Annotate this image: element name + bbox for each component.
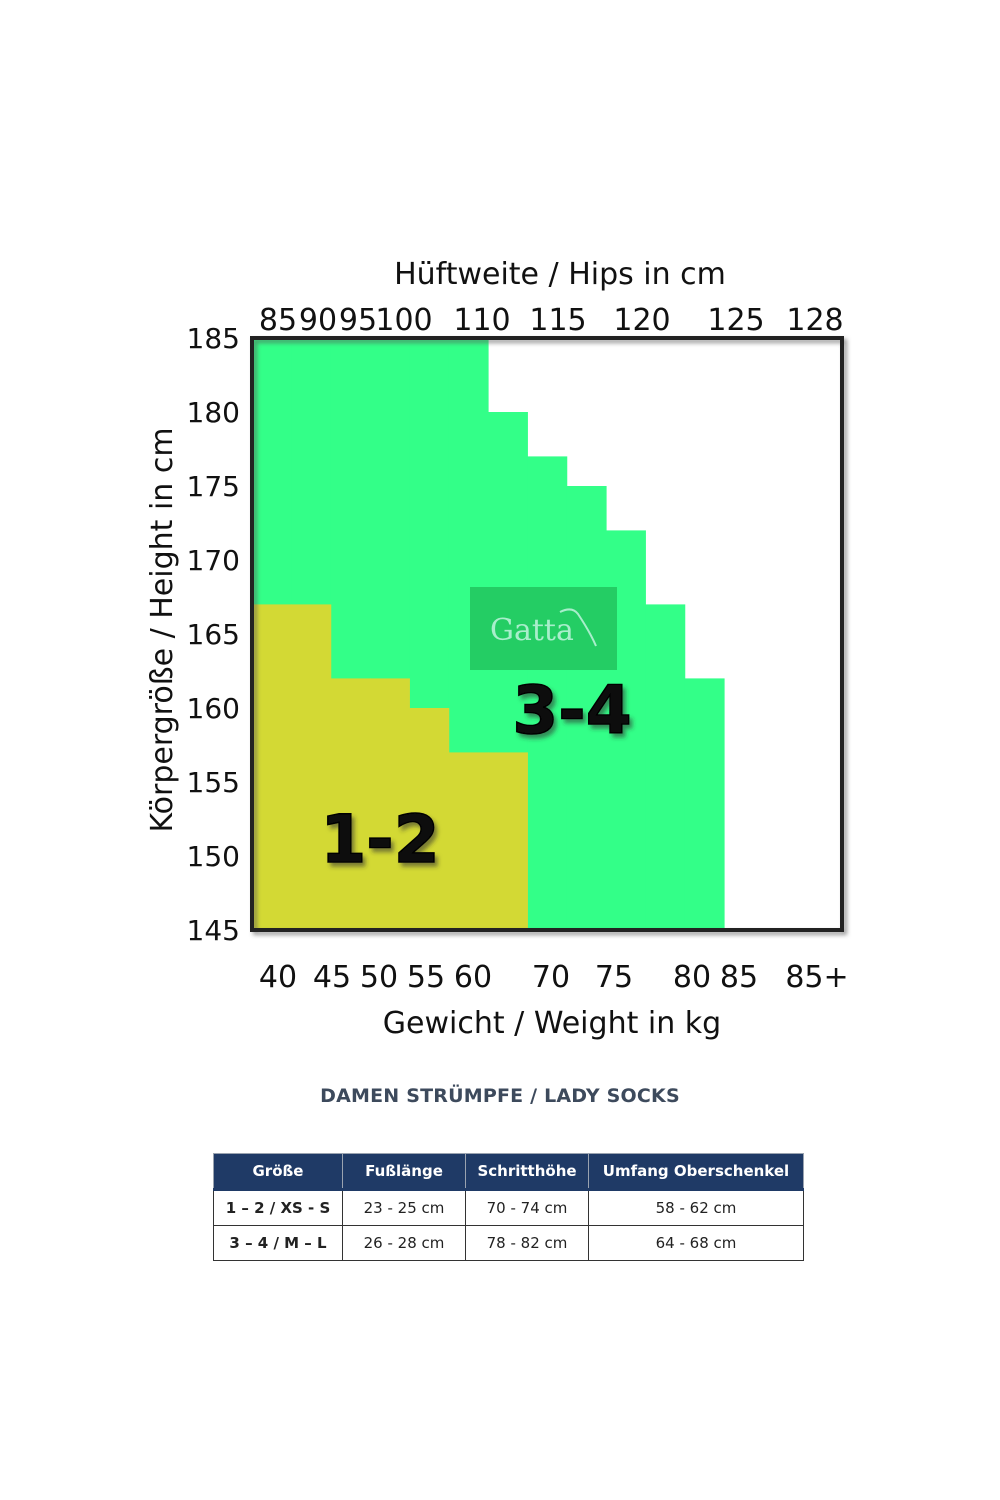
region-label-1-2: 1-2 bbox=[320, 801, 439, 878]
top-tick-label: 95 bbox=[339, 303, 377, 338]
chart-frame bbox=[250, 336, 844, 932]
logo-swoosh-icon bbox=[559, 608, 597, 647]
table-cell: 26 - 28 cm bbox=[342, 1225, 466, 1261]
size-chart: Hüftweite / Hips in cm Gewicht / Weight … bbox=[145, 257, 849, 1041]
header-thigh: Umfang Oberschenkel bbox=[588, 1153, 804, 1191]
bottom-tick-label: 75 bbox=[595, 960, 633, 995]
table-cell: 70 - 74 cm bbox=[465, 1189, 589, 1226]
region-1-2-column bbox=[291, 604, 332, 930]
region-1-2-column bbox=[448, 752, 489, 930]
table-cell: 3 – 4 / M – L bbox=[213, 1225, 343, 1261]
table-row: 1 – 2 / XS - S 23 - 25 cm 70 - 74 cm 58 … bbox=[213, 1189, 804, 1226]
region-1-2-column bbox=[252, 604, 292, 930]
region-1-2-column bbox=[409, 708, 450, 930]
bottom-tick-label: 40 bbox=[259, 960, 297, 995]
left-axis-title: Körpergröße / Height in cm bbox=[145, 427, 180, 832]
region-1-2-column bbox=[370, 678, 410, 930]
top-tick-label: 90 bbox=[299, 303, 337, 338]
logo-text: Gatta bbox=[490, 613, 574, 648]
table-cell: 23 - 25 cm bbox=[342, 1189, 466, 1226]
bottom-tick-label: 80 bbox=[673, 960, 711, 995]
table-cell: 1 – 2 / XS - S bbox=[213, 1189, 343, 1226]
table-row: 3 – 4 / M – L 26 - 28 cm 78 - 82 cm 64 -… bbox=[213, 1225, 804, 1261]
logo-badge bbox=[470, 587, 617, 670]
table-cell: 78 - 82 cm bbox=[465, 1225, 589, 1261]
top-tick-label: 115 bbox=[529, 303, 586, 338]
size-regions bbox=[252, 338, 725, 930]
region-1-2-column bbox=[488, 752, 528, 930]
top-tick-label: 110 bbox=[453, 303, 510, 338]
region-3-4-column bbox=[527, 456, 568, 930]
table-header-row: Größe Fußlänge Schritthöhe Umfang Obersc… bbox=[213, 1153, 804, 1191]
size-table: Größe Fußlänge Schritthöhe Umfang Obersc… bbox=[213, 1153, 804, 1261]
top-tick-label: 128 bbox=[786, 303, 843, 338]
region-3-4-column bbox=[645, 604, 686, 930]
left-tick-label: 165 bbox=[187, 618, 240, 651]
left-tick-label: 150 bbox=[187, 840, 240, 873]
top-tick-label: 85 bbox=[259, 303, 297, 338]
left-tick-label: 175 bbox=[187, 470, 240, 503]
top-tick-label: 100 bbox=[375, 303, 432, 338]
gatta-logo: Gatta bbox=[470, 587, 617, 670]
bottom-tick-label: 45 bbox=[313, 960, 351, 995]
header-size: Größe bbox=[213, 1153, 343, 1191]
left-tick-label: 180 bbox=[187, 396, 240, 429]
bottom-tick-label: 85+ bbox=[785, 960, 848, 995]
top-axis-title: Hüftweite / Hips in cm bbox=[394, 257, 726, 292]
bottom-tick-label: 70 bbox=[532, 960, 570, 995]
left-tick-label: 170 bbox=[187, 544, 240, 577]
left-tick-label: 145 bbox=[187, 914, 240, 947]
left-axis-ticks: 185 180 175 170 165 160 155 150 145 bbox=[187, 322, 240, 947]
bottom-tick-label: 50 bbox=[360, 960, 398, 995]
header-foot-length: Fußlänge bbox=[342, 1153, 466, 1191]
bottom-tick-label: 60 bbox=[454, 960, 492, 995]
header-inseam: Schritthöhe bbox=[465, 1153, 589, 1191]
region-label-3-4: 3-4 bbox=[512, 672, 631, 749]
table-caption: DAMEN STRÜMPFE / LADY SOCKS bbox=[320, 1085, 680, 1107]
left-tick-label: 155 bbox=[187, 766, 240, 799]
region-3-4-column bbox=[684, 678, 725, 930]
region-3-4-column bbox=[566, 486, 607, 930]
table-cell: 64 - 68 cm bbox=[588, 1225, 804, 1261]
left-tick-label: 160 bbox=[187, 692, 240, 725]
top-tick-label: 120 bbox=[613, 303, 670, 338]
top-tick-label: 125 bbox=[707, 303, 764, 338]
left-tick-label: 185 bbox=[187, 322, 240, 355]
table-cell: 58 - 62 cm bbox=[588, 1189, 804, 1226]
bottom-axis-ticks: 40 45 50 55 60 70 75 80 85 85+ bbox=[259, 960, 849, 995]
region-1-2-column bbox=[330, 678, 371, 930]
bottom-tick-label: 85 bbox=[720, 960, 758, 995]
bottom-axis-title: Gewicht / Weight in kg bbox=[383, 1006, 721, 1041]
bottom-tick-label: 55 bbox=[407, 960, 445, 995]
